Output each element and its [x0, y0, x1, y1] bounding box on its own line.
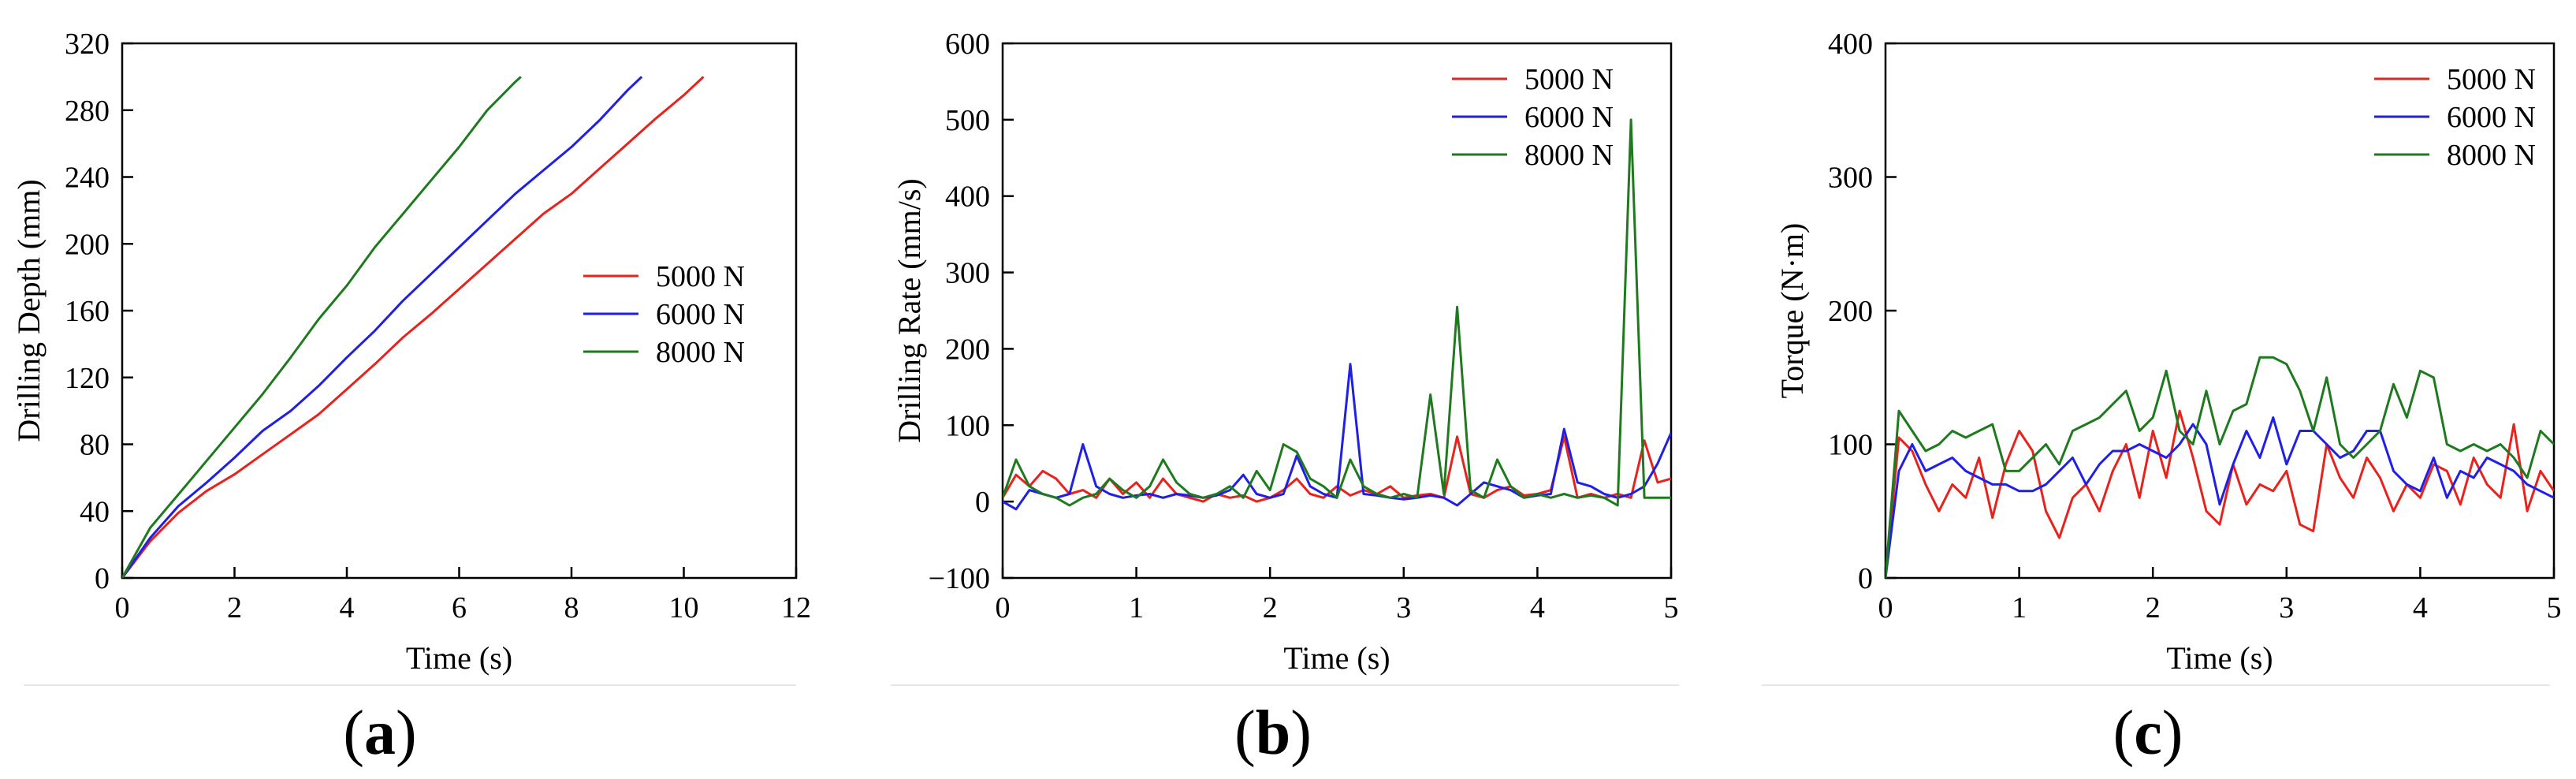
panel-a-series-6000-n — [122, 76, 643, 578]
panel-c-xtick-label: 5 — [2547, 591, 2562, 624]
panel-b-xtick-label: 3 — [1396, 591, 1411, 624]
panel-b-xtick-label: 0 — [996, 591, 1011, 624]
panel-b-legend-label: 8000 N — [1524, 139, 1614, 172]
panel-a-legend-label: 6000 N — [656, 298, 745, 331]
panel-a-ytick-label: 240 — [65, 162, 110, 195]
panel-b-ytick-label: 100 — [945, 409, 990, 442]
panel-a-ytick-label: 280 — [65, 95, 110, 128]
panel-c-x-axis-label: Time (s) — [2166, 640, 2273, 676]
panel-label-a-letter: a — [364, 699, 396, 768]
panel-b-ytick-label: 0 — [975, 486, 990, 519]
panel-label-b: (b) — [1234, 699, 1312, 768]
panel-a-y-axis-label: Drilling Depth (mm) — [11, 179, 47, 442]
panel-b-ytick-label: 200 — [945, 333, 990, 366]
panel-c-series-8000-n — [1885, 356, 2554, 578]
panel-a-ytick-label: 160 — [65, 295, 110, 328]
panel-c-series-6000-n — [1885, 416, 2554, 578]
panel-a-baseline — [24, 684, 796, 686]
panel-a-xtick-label: 12 — [781, 591, 811, 624]
panel-c-chart: 0 1 2 3 4 5 0 100 200 300 400 Time (s) Torque (N·m) 5… — [1774, 28, 2562, 676]
panel-a-ytick-label: 80 — [80, 429, 110, 462]
panel-label-a: (a) — [343, 699, 417, 768]
panel-a-legend-label: 8000 N — [656, 336, 745, 369]
panel-b-x-axis-label: Time (s) — [1283, 640, 1390, 676]
panel-c-series-5000-n — [1885, 409, 2554, 578]
panel-label-b-letter: b — [1255, 699, 1291, 768]
panel-c-legend-label: 5000 N — [2447, 63, 2536, 96]
panel-c-y-axis-label: Torque (N·m) — [1774, 223, 1810, 399]
panel-b-xtick-label: 4 — [1530, 591, 1545, 624]
panel-b-plot-frame — [1001, 42, 1673, 580]
panel-b-ytick-label: 300 — [945, 257, 990, 290]
panel-c-ytick-label: 400 — [1828, 28, 1873, 61]
panel-c-ytick-label: 200 — [1828, 295, 1873, 328]
panel-c-legend-label: 6000 N — [2447, 101, 2536, 134]
panel-c-xtick-label: 0 — [1878, 591, 1893, 624]
panel-a-ytick-label: 200 — [65, 228, 110, 261]
panel-b-ytick-label: 500 — [945, 104, 990, 137]
panel-c-legend-label: 8000 N — [2447, 139, 2536, 172]
panel-b-ytick-label: 400 — [945, 181, 990, 214]
panel-a-ytick-label: 320 — [65, 28, 110, 61]
panel-a-xtick-label: 4 — [340, 591, 355, 624]
panel-a-xtick-label: 10 — [669, 591, 699, 624]
panel-b-legend-label: 6000 N — [1524, 101, 1614, 134]
panel-a-x-axis-label: Time (s) — [406, 640, 512, 676]
panel-a-xtick-label: 2 — [227, 591, 242, 624]
panel-c-ytick-label: 100 — [1828, 429, 1873, 462]
panel-a-ytick-label: 120 — [65, 362, 110, 395]
panel-c-xtick-label: 4 — [2413, 591, 2428, 624]
panel-c-legend: 5000 N 6000 N 8000 N — [2374, 63, 2536, 172]
panel-a-ytick-label: 0 — [95, 562, 110, 595]
panel-a-legend: 5000 N 6000 N 8000 N — [583, 260, 745, 369]
panel-a-ytick-label: 40 — [80, 495, 110, 528]
panel-label-c: (c) — [2113, 699, 2183, 768]
panel-b-xtick-label: 1 — [1129, 591, 1144, 624]
panel-a-series-5000-n — [122, 76, 705, 578]
panel-b-y-axis-label: Drilling Rate (mm/s) — [892, 178, 927, 443]
panel-b-ytick-label: −100 — [929, 562, 990, 595]
panel-a-xtick-label: 8 — [564, 591, 579, 624]
panel-c-ytick-label: 0 — [1858, 562, 1873, 595]
panel-b-legend: 5000 N 6000 N 8000 N — [1452, 63, 1614, 172]
panel-b-legend-label: 5000 N — [1524, 63, 1614, 96]
panel-c-ytick-label: 300 — [1828, 162, 1873, 195]
panel-c-baseline — [1762, 684, 2550, 686]
panel-c-xtick-label: 2 — [2146, 591, 2161, 624]
panel-b-series-8000-n — [1003, 118, 1671, 507]
panel-b-baseline — [891, 684, 1679, 686]
panel-a-xtick-label: 6 — [452, 591, 467, 624]
panel-label-c-letter: c — [2134, 699, 2162, 768]
panel-c-xtick-label: 3 — [2279, 591, 2294, 624]
panel-b-ytick-label: 600 — [945, 28, 990, 61]
panel-a-xtick-label: 0 — [115, 591, 130, 624]
panel-a-legend-label: 5000 N — [656, 260, 745, 293]
panel-c-xtick-label: 1 — [2012, 591, 2027, 624]
panel-a-series-8000-n — [122, 76, 522, 578]
panel-b-xtick-label: 5 — [1664, 591, 1679, 624]
panel-b-xtick-label: 2 — [1263, 591, 1278, 624]
